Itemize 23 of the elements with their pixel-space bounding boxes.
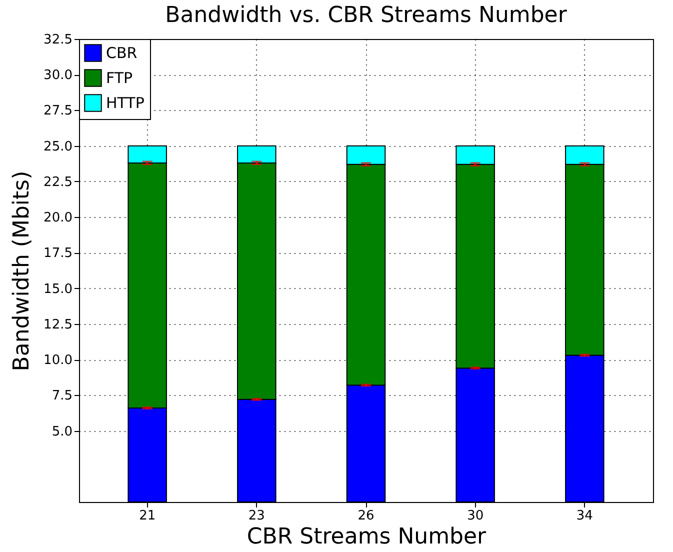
x-tick-label: 30	[467, 508, 484, 524]
y-tick-label: 22.5	[44, 174, 72, 190]
legend-label: HTTP	[106, 94, 144, 112]
legend-label: FTP	[106, 69, 133, 87]
y-tick-label: 30.0	[44, 68, 72, 84]
y-tick-label: 15.0	[44, 282, 72, 297]
y-tick-label: 7.5	[52, 388, 72, 404]
y-tick-label: 32.5	[44, 32, 72, 48]
x-tick-label: 26	[358, 508, 374, 524]
y-tick-label: 25.0	[44, 139, 72, 154]
y-axis-title: Bandwidth (Mbits)	[10, 170, 35, 372]
y-tick-label: 27.5	[44, 104, 72, 119]
x-tick-label: 21	[139, 508, 156, 524]
y-tick-label: 20.0	[44, 210, 72, 226]
x-tick-label: 23	[248, 508, 265, 524]
chart-title: Bandwidth vs. CBR Streams Number	[165, 3, 568, 28]
y-tick-label: 5.0	[52, 424, 72, 440]
x-axis-title: CBR Streams Number	[246, 524, 488, 550]
y-tick-label: 17.5	[44, 246, 72, 262]
y-tick-label: 12.5	[44, 317, 72, 332]
x-tick-label: 34	[576, 508, 593, 524]
legend-label: CBR	[106, 44, 138, 62]
y-tick-label: 10.0	[44, 353, 72, 368]
